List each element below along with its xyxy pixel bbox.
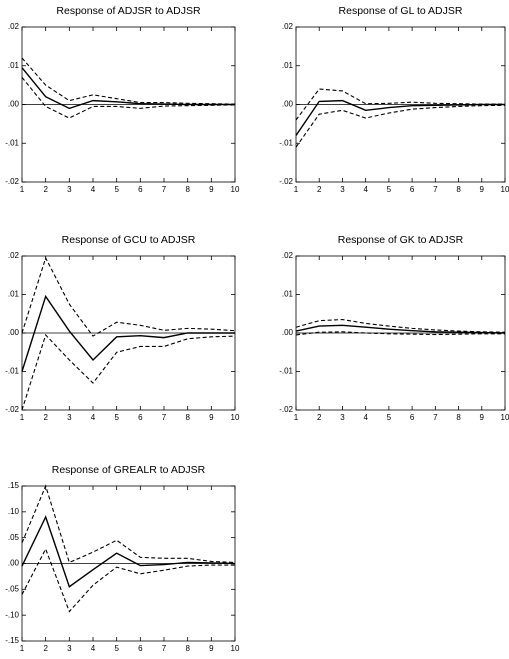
x-tick-label: 5 bbox=[114, 185, 119, 194]
x-tick-label: 9 bbox=[209, 644, 214, 653]
x-tick-label: 10 bbox=[501, 185, 509, 194]
x-tick-label: 8 bbox=[185, 644, 190, 653]
x-tick-label: 7 bbox=[433, 413, 438, 422]
x-tick-label: 2 bbox=[317, 185, 322, 194]
x-tick-label: 6 bbox=[138, 185, 143, 194]
x-tick-label: 1 bbox=[294, 185, 299, 194]
response-line bbox=[295, 324, 506, 334]
x-tick-label: 2 bbox=[43, 644, 48, 653]
x-tick-label: 6 bbox=[410, 185, 415, 194]
x-tick-label: 7 bbox=[433, 185, 438, 194]
y-tick-label: .00 bbox=[8, 559, 20, 568]
y-tick-label: .01 bbox=[8, 290, 20, 299]
x-tick-label: 7 bbox=[162, 185, 167, 194]
response-line bbox=[21, 515, 236, 588]
y-tick-label: .01 bbox=[282, 290, 294, 299]
x-tick-label: 10 bbox=[231, 185, 240, 194]
x-tick-label: 9 bbox=[480, 185, 485, 194]
x-tick-label: 4 bbox=[91, 185, 96, 194]
y-tick-label: .15 bbox=[8, 481, 20, 490]
confidence-band-line bbox=[21, 77, 236, 119]
x-tick-label: 7 bbox=[162, 413, 167, 422]
y-tick-label: .00 bbox=[282, 100, 294, 109]
y-tick-label: -.01 bbox=[5, 138, 19, 147]
x-tick-label: 2 bbox=[317, 413, 322, 422]
x-tick-label: 4 bbox=[363, 185, 368, 194]
x-tick-label: 8 bbox=[185, 413, 190, 422]
y-tick-label: -.10 bbox=[5, 610, 19, 619]
x-tick-label: 5 bbox=[114, 413, 119, 422]
x-tick-label: 10 bbox=[231, 413, 240, 422]
x-tick-label: 6 bbox=[410, 413, 415, 422]
y-tick-label: .02 bbox=[282, 251, 294, 260]
x-tick-label: 4 bbox=[363, 413, 368, 422]
y-tick-label: .01 bbox=[8, 61, 20, 70]
x-tick-label: 8 bbox=[185, 185, 190, 194]
chart-title: Response of GREALR to ADJSR bbox=[52, 464, 206, 476]
x-tick-label: 3 bbox=[67, 185, 72, 194]
x-tick-label: 1 bbox=[20, 413, 25, 422]
y-tick-label: .02 bbox=[8, 251, 20, 260]
y-tick-label: -.02 bbox=[279, 177, 293, 186]
y-tick-label: .01 bbox=[282, 61, 294, 70]
x-tick-label: 3 bbox=[67, 644, 72, 653]
y-tick-label: -.01 bbox=[279, 138, 293, 147]
confidence-band-line bbox=[21, 256, 236, 337]
chart-title: Response of GK to ADJSR bbox=[338, 234, 464, 246]
x-tick-label: 8 bbox=[456, 413, 461, 422]
x-tick-label: 1 bbox=[294, 413, 299, 422]
x-tick-label: 5 bbox=[114, 644, 119, 653]
confidence-band-line bbox=[21, 333, 236, 411]
confidence-band-line bbox=[21, 57, 236, 105]
response-line bbox=[21, 294, 235, 372]
confidence-band-line bbox=[21, 547, 235, 613]
chart-title: Response of GL to ADJSR bbox=[339, 5, 463, 17]
x-tick-label: 3 bbox=[340, 185, 345, 194]
y-tick-label: -.02 bbox=[5, 177, 19, 186]
y-tick-label: .05 bbox=[8, 533, 20, 542]
confidence-band-line bbox=[295, 318, 506, 333]
y-tick-label: -.01 bbox=[5, 367, 19, 376]
y-tick-label: -.15 bbox=[5, 636, 19, 645]
y-tick-label: -.01 bbox=[279, 367, 293, 376]
y-tick-label: .02 bbox=[282, 22, 294, 31]
x-tick-label: 1 bbox=[20, 644, 25, 653]
y-tick-label: .00 bbox=[8, 100, 20, 109]
y-tick-label: .10 bbox=[8, 507, 20, 516]
y-tick-label: -.02 bbox=[5, 405, 19, 414]
x-tick-label: 9 bbox=[480, 413, 485, 422]
confidence-band-line bbox=[295, 331, 505, 336]
y-tick-label: -.05 bbox=[5, 584, 19, 593]
response-line bbox=[295, 99, 505, 136]
chart-title: Response of GCU to ADJSR bbox=[62, 234, 196, 246]
x-tick-label: 3 bbox=[67, 413, 72, 422]
confidence-band-line bbox=[21, 484, 236, 564]
y-tick-label: -.02 bbox=[279, 405, 293, 414]
x-tick-label: 5 bbox=[387, 185, 392, 194]
x-tick-label: 10 bbox=[501, 413, 509, 422]
x-tick-label: 10 bbox=[231, 644, 240, 653]
x-tick-label: 1 bbox=[20, 185, 25, 194]
y-tick-label: .02 bbox=[8, 22, 20, 31]
x-tick-label: 2 bbox=[43, 185, 48, 194]
x-tick-label: 6 bbox=[138, 413, 143, 422]
x-tick-label: 4 bbox=[91, 413, 96, 422]
y-tick-label: .00 bbox=[8, 328, 20, 337]
confidence-band-line bbox=[295, 104, 506, 148]
x-tick-label: 9 bbox=[209, 185, 214, 194]
chart-title: Response of ADJSR to ADJSR bbox=[56, 5, 201, 17]
x-tick-label: 4 bbox=[91, 644, 96, 653]
x-tick-label: 9 bbox=[209, 413, 214, 422]
x-tick-label: 2 bbox=[43, 413, 48, 422]
y-tick-label: .00 bbox=[282, 328, 294, 337]
x-tick-label: 5 bbox=[387, 413, 392, 422]
x-tick-label: 8 bbox=[456, 185, 461, 194]
x-tick-label: 7 bbox=[162, 644, 167, 653]
response-line bbox=[21, 67, 235, 110]
x-tick-label: 6 bbox=[138, 644, 143, 653]
x-tick-label: 3 bbox=[340, 413, 345, 422]
